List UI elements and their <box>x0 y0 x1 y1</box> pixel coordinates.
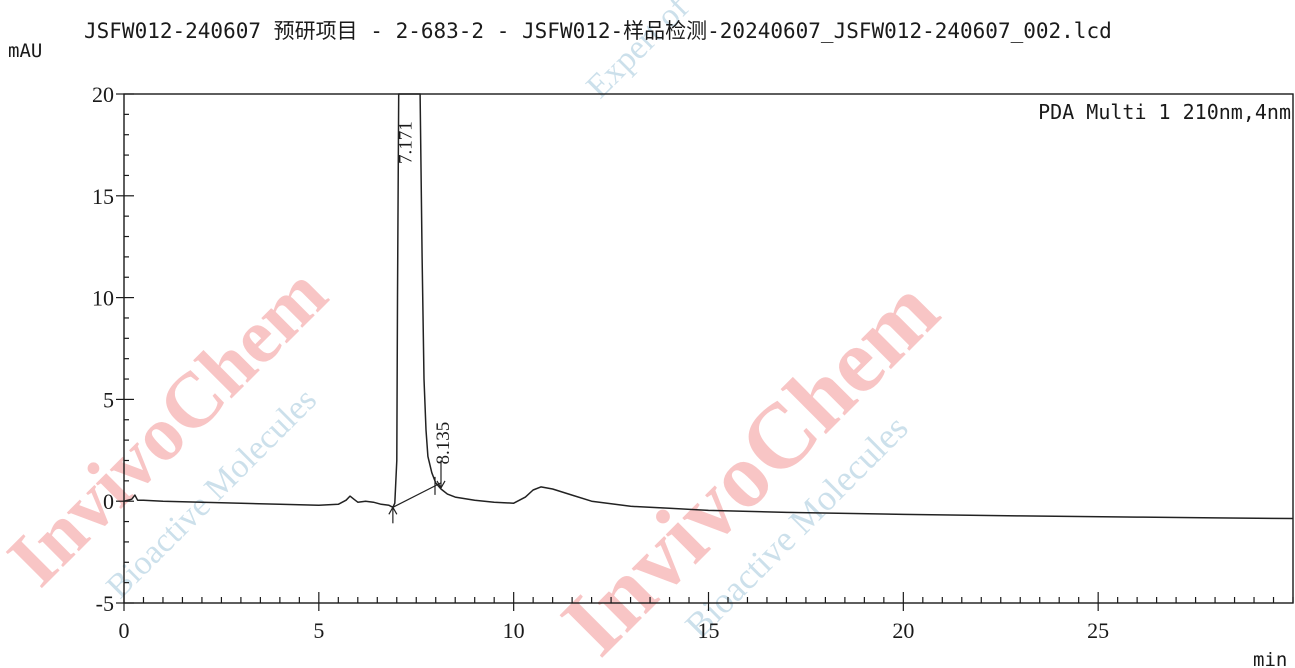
integration-baseline <box>392 482 442 508</box>
series-layer <box>123 93 1294 520</box>
peak-drop-arrow <box>436 480 446 490</box>
y-tick-label: 0 <box>103 489 114 514</box>
x-tick-label: 10 <box>503 618 525 643</box>
watermark-expert-of: Expert of <box>579 0 696 106</box>
peak-label: 8.135 <box>433 422 454 465</box>
legend-label: PDA Multi 1 210nm,4nm <box>1038 100 1291 124</box>
y-tick-label: -5 <box>96 591 114 616</box>
watermark-invivochem-center: InvivoChem <box>542 259 958 668</box>
y-tick-label: 10 <box>92 286 114 311</box>
peak-label: 7.171 <box>395 121 416 164</box>
x-tick-label: 0 <box>119 618 130 643</box>
y-tick-label: 15 <box>92 184 114 209</box>
peak-label-layer: 7.171 8.135 <box>395 121 454 490</box>
peak-start-arrow <box>388 506 398 515</box>
y-axis: -5 0 5 10 15 20 <box>92 82 134 616</box>
x-axis: 0 5 10 15 20 25 <box>119 592 1294 643</box>
x-tick-label: 15 <box>698 618 720 643</box>
y-tick-label: 5 <box>103 387 114 412</box>
y-tick-label: 20 <box>92 82 114 107</box>
y-axis-unit: mAU <box>8 40 42 62</box>
x-tick-label: 25 <box>1087 618 1109 643</box>
watermark-layer: InvivoChem Bioactive Molecules InvivoChe… <box>0 0 958 668</box>
baseline-layer <box>388 476 442 524</box>
x-tick-label: 20 <box>892 618 914 643</box>
chromatogram-trace <box>123 93 1294 520</box>
x-axis-unit: min <box>1253 649 1287 668</box>
page-title: JSFW012-240607 预研项目 - 2-683-2 - JSFW012-… <box>84 19 1112 43</box>
x-tick-label: 5 <box>313 618 324 643</box>
